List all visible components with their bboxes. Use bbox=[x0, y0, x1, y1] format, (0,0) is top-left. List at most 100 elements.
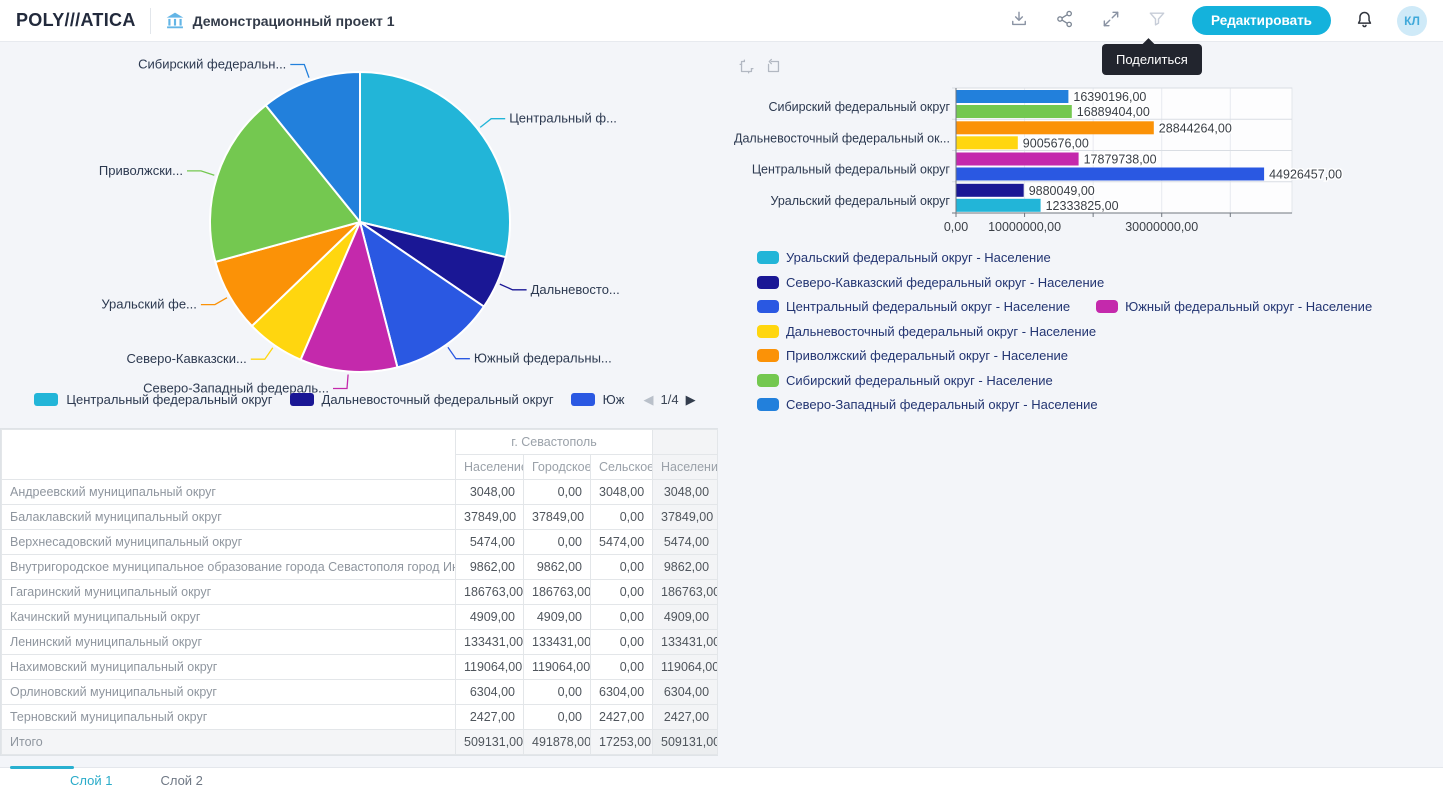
cell-value: 3048,00 bbox=[652, 479, 719, 505]
column-header: Сельское bbox=[589, 454, 654, 480]
pie-slice-label: Приволжски... bbox=[99, 163, 183, 178]
cell-value: 0,00 bbox=[589, 629, 654, 655]
legend-label: Центральный федеральный округ - Населени… bbox=[786, 299, 1071, 314]
legend-row: Сибирский федеральный округ - Население bbox=[757, 373, 1372, 388]
bar-legend-item[interactable]: Сибирский федеральный округ - Население bbox=[757, 373, 1053, 388]
divider bbox=[149, 7, 151, 34]
expand-button[interactable] bbox=[1101, 8, 1121, 34]
share-button[interactable] bbox=[1055, 8, 1075, 34]
bar[interactable] bbox=[956, 105, 1072, 118]
bar-legend-item[interactable]: Северо-Кавказский федеральный округ - На… bbox=[757, 275, 1104, 290]
legend-swatch bbox=[1096, 300, 1119, 313]
cell-value: 0,00 bbox=[523, 529, 591, 555]
pie-legend-item[interactable]: Юж bbox=[570, 392, 625, 407]
table-row[interactable]: Нахимовский муниципальный округ 119064,00… bbox=[1, 654, 719, 680]
cell-value: 133431,00 bbox=[455, 629, 524, 655]
bar-legend-item[interactable]: Центральный федеральный округ - Населени… bbox=[757, 299, 1070, 314]
bar-legend-item[interactable]: Северо-Западный федеральный округ - Насе… bbox=[757, 397, 1098, 412]
bank-icon bbox=[165, 11, 185, 31]
pie-label-line bbox=[250, 347, 274, 360]
bar-value-label: 17879738,00 bbox=[1084, 153, 1157, 167]
x-tick-label: 10000000,00 bbox=[988, 220, 1061, 234]
select-area-icon[interactable] bbox=[738, 58, 755, 75]
topbar: POLY///ATICA Демонстрационный проект 1 Р… bbox=[0, 0, 1443, 75]
pie-slice[interactable] bbox=[208, 103, 362, 264]
notifications-button[interactable] bbox=[1354, 8, 1375, 34]
cell-value: 4909,00 bbox=[455, 604, 524, 630]
column-header: Городское bbox=[523, 454, 591, 480]
legend-swatch bbox=[757, 349, 779, 362]
expand-icon bbox=[1101, 9, 1121, 32]
table-row[interactable]: Андреевский муниципальный округ 3048,00 0,… bbox=[1, 479, 719, 505]
pie-slice[interactable] bbox=[359, 70, 511, 259]
pie-slice[interactable] bbox=[358, 219, 486, 369]
bar-legend-item[interactable]: Южный федеральный округ - Население bbox=[1096, 299, 1372, 314]
pie-legend-item[interactable]: Центральный федеральный округ bbox=[34, 392, 273, 407]
legend-row: Центральный федеральный округ - Населени… bbox=[757, 299, 1372, 314]
table-row[interactable]: Внутригородское муниципальное образовани… bbox=[1, 554, 719, 580]
bar[interactable] bbox=[956, 198, 1041, 212]
legend-label: Дальневосточный федеральный округ - Насе… bbox=[786, 323, 1097, 339]
table-row[interactable]: Ленинский муниципальный округ 133431,00 13… bbox=[1, 629, 719, 655]
table-row[interactable]: Орлиновский муниципальный округ 6304,00 0,… bbox=[1, 679, 719, 705]
filter-icon bbox=[1147, 9, 1167, 32]
bar[interactable] bbox=[956, 183, 1024, 197]
cell-value: 5474,00 bbox=[652, 529, 719, 555]
pie-slice[interactable] bbox=[299, 218, 399, 373]
legend-swatch bbox=[757, 398, 779, 411]
cell-value: 37849,00 bbox=[455, 504, 524, 530]
pie-slice-label: Южный федеральны... bbox=[474, 351, 612, 366]
table-row[interactable]: Качинский муниципальный округ 4909,00 4909… bbox=[1, 604, 719, 630]
pie-legend-item[interactable]: Дальневосточный федеральный округ bbox=[289, 392, 554, 407]
table-group-header: г. Севастополь bbox=[454, 429, 654, 455]
table-row[interactable]: Верхнесадовский муниципальный округ 5474,… bbox=[1, 529, 719, 555]
filter-button[interactable] bbox=[1147, 8, 1167, 34]
bar[interactable] bbox=[956, 136, 1018, 150]
bar[interactable] bbox=[956, 152, 1079, 166]
cell-value: 133431,00 bbox=[652, 629, 719, 655]
bar[interactable] bbox=[956, 167, 1265, 181]
polymatica-logo[interactable]: POLY///ATICA bbox=[16, 10, 136, 30]
reset-selection-icon[interactable] bbox=[765, 58, 782, 75]
bar-legend-item[interactable]: Дальневосточный федеральный округ - Насе… bbox=[757, 324, 1096, 339]
cell-value: 6304,00 bbox=[455, 679, 524, 705]
legend-next-icon[interactable]: ▶ bbox=[685, 392, 696, 407]
tab-layer-1[interactable]: Слой 1 bbox=[70, 773, 113, 788]
table-row[interactable]: Терновский муниципальный округ 2427,00 0,0… bbox=[1, 704, 719, 730]
cell-value: 119064,00 bbox=[455, 654, 524, 680]
bar-legend-item[interactable]: Уральский федеральный округ - Население bbox=[757, 250, 1051, 265]
cell-value: 509131,00 bbox=[652, 729, 719, 755]
bar[interactable] bbox=[956, 121, 1154, 135]
pie-label-line bbox=[333, 374, 349, 390]
chart-toolbar bbox=[738, 58, 782, 75]
bar[interactable] bbox=[956, 90, 1069, 103]
cell-value: 0,00 bbox=[523, 479, 591, 505]
legend-prev-icon[interactable]: ◀ bbox=[643, 392, 654, 407]
avatar[interactable]: КЛ bbox=[1397, 5, 1427, 36]
edit-button[interactable]: Редактировать bbox=[1192, 6, 1331, 35]
bar-legend-item[interactable]: Приволжский федеральный округ - Населени… bbox=[757, 348, 1068, 363]
pie-label-line bbox=[200, 297, 228, 306]
y-axis-label: Уральский федеральный округ bbox=[770, 194, 950, 208]
cell-value: 3048,00 bbox=[589, 479, 654, 505]
legend-label: Приволжский федеральный округ - Населени… bbox=[786, 348, 1069, 363]
download-button[interactable] bbox=[1009, 8, 1029, 34]
cell-value: 9862,00 bbox=[455, 554, 524, 580]
cell-value: 0,00 bbox=[589, 579, 654, 605]
pie-label-line bbox=[290, 63, 310, 78]
legend-label: Дальневосточный федеральный округ bbox=[321, 392, 554, 407]
table-corner-cell bbox=[1, 429, 456, 480]
pie-chart: Центральный ф... Дальневосто... Южный феде… bbox=[99, 57, 620, 396]
layers-bar: Слой 1 Слой 2 bbox=[0, 766, 1443, 793]
cell-value: 0,00 bbox=[523, 704, 591, 730]
table-row[interactable]: Гагаринский муниципальный округ 186763,00… bbox=[1, 579, 719, 605]
tab-layer-2[interactable]: Слой 2 bbox=[160, 773, 203, 788]
table-total-row[interactable]: Итого 509131,00 491878,00 17253,00 509131,00 bbox=[1, 729, 719, 755]
cell-value: 186763,00 bbox=[455, 579, 524, 605]
active-layer-indicator bbox=[10, 766, 74, 769]
legend-label: Северо-Кавказский федеральный округ - На… bbox=[786, 274, 1105, 290]
table-row[interactable]: Балаклавский муниципальный округ 37849,00… bbox=[1, 504, 719, 530]
pie-slice[interactable] bbox=[264, 70, 361, 225]
bar-value-label: 9880049,00 bbox=[1029, 184, 1095, 198]
cell-value: 186763,00 bbox=[523, 579, 591, 605]
